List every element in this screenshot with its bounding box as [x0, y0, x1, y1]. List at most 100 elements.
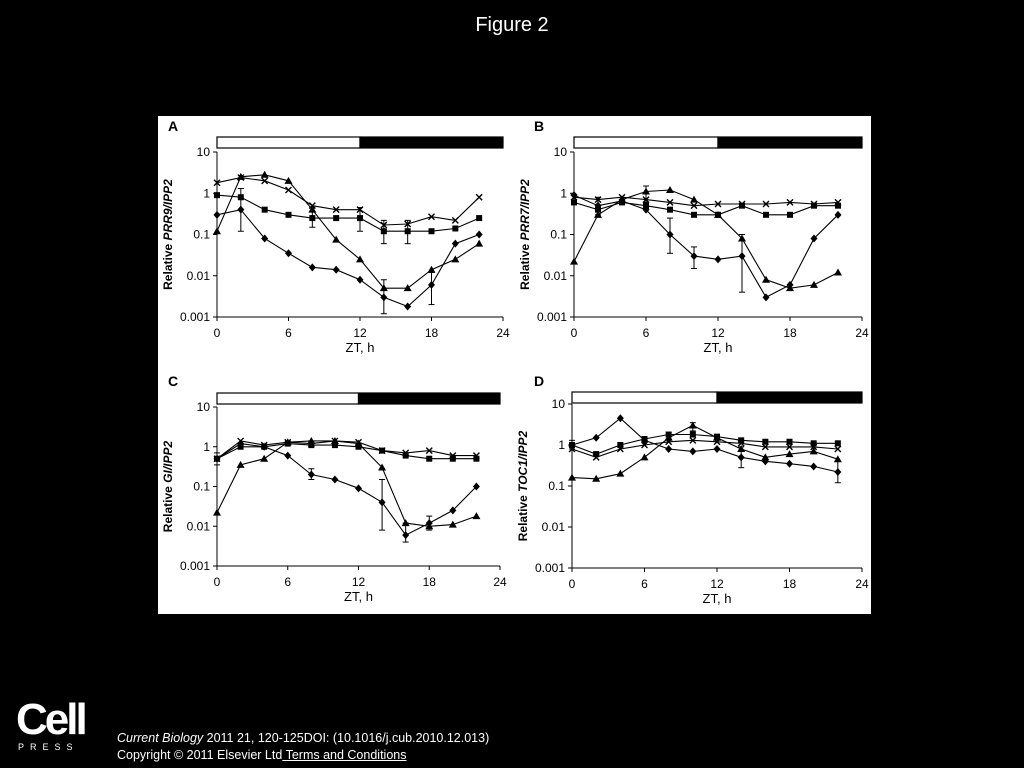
x-tick-label: 12 — [353, 326, 367, 340]
x-tick-label: 24 — [493, 575, 507, 589]
data-point-triangle — [425, 522, 434, 530]
data-point-diamond — [714, 255, 722, 264]
data-point-triangle — [356, 255, 364, 263]
data-point-square — [402, 452, 409, 459]
data-point-triangle — [786, 284, 794, 292]
data-point-cross — [714, 200, 722, 208]
data-point-triangle — [332, 235, 341, 243]
x-tick-label: 0 — [214, 326, 221, 340]
y-label-gene: PRR9 — [161, 208, 175, 240]
x-axis-label: ZT, h — [346, 340, 375, 355]
x-tick-label: 18 — [783, 577, 797, 591]
y-tick-label: 1 — [203, 186, 210, 200]
data-point-triangle — [640, 453, 649, 461]
data-point-diamond — [378, 498, 386, 507]
data-point-square — [308, 442, 315, 449]
data-point-cross — [810, 443, 818, 451]
data-point-triangle — [568, 473, 576, 481]
data-point-diamond — [261, 234, 269, 243]
cell-press-logo: Cell PRESS — [16, 698, 88, 753]
data-point-triangle — [833, 455, 842, 463]
data-point-diamond — [713, 444, 721, 453]
y-label-gene: GI — [161, 470, 175, 483]
data-point-diamond — [762, 293, 770, 302]
data-point-square — [449, 455, 456, 462]
data-point-square — [569, 442, 575, 448]
data-point-diamond — [786, 459, 793, 468]
y-tick-label: 0.1 — [193, 228, 210, 242]
data-point-cross — [378, 447, 386, 455]
y-label-prefix: Relative — [518, 241, 532, 290]
citation-line: Current Biology 2011 21, 120-125DOI: (10… — [117, 730, 489, 747]
data-point-square — [786, 438, 793, 445]
x-tick-label: 12 — [711, 326, 725, 340]
y-label-prefix: Relative — [161, 483, 175, 532]
terms-link[interactable]: Terms and Conditions — [282, 748, 407, 762]
data-point-triangle — [810, 280, 818, 288]
data-point-triangle — [213, 508, 221, 516]
data-point-square — [380, 228, 387, 235]
y-tick-label: 0.1 — [548, 479, 565, 493]
data-point-triangle — [616, 469, 625, 477]
data-point-square — [811, 202, 817, 209]
data-point-cross — [332, 206, 340, 214]
data-point-square — [835, 202, 841, 209]
figure-panel: A 10 1 0.1 0.01 0.001 0 6 12 18 24 ZT, h Relative PR… — [158, 116, 871, 614]
data-point-triangle — [594, 210, 602, 218]
data-point-triangle — [666, 185, 674, 193]
y-tick-label: 0.001 — [535, 561, 565, 575]
data-point-cross — [642, 196, 650, 204]
x-tick-label: 12 — [710, 577, 724, 591]
data-point-triangle — [592, 474, 601, 482]
citation-block: Current Biology 2011 21, 120-125DOI: (10… — [117, 730, 489, 764]
y-tick-label: 10 — [554, 145, 568, 159]
data-point-square — [261, 443, 268, 450]
data-point-square — [214, 192, 220, 199]
data-point-square — [738, 437, 745, 444]
data-point-diamond — [380, 293, 388, 302]
data-point-triangle — [472, 512, 481, 520]
data-point-square — [331, 442, 338, 449]
data-point-diamond — [665, 444, 673, 453]
x-axis-label: ZT, h — [703, 591, 732, 606]
series-line-triangle — [216, 440, 477, 527]
series-line-square — [216, 443, 477, 460]
data-point-square — [643, 202, 649, 209]
series-line-square — [573, 201, 838, 216]
y-label-suffix: /IPP2 — [516, 430, 530, 461]
data-point-cross — [616, 445, 624, 453]
x-axis-label: ZT, h — [344, 589, 373, 604]
data-point-diamond — [810, 234, 818, 243]
x-tick-label: 0 — [214, 575, 221, 589]
x-tick-label: 18 — [423, 575, 437, 589]
data-point-square — [428, 228, 435, 235]
y-label-prefix: Relative — [516, 492, 530, 541]
data-point-diamond — [356, 275, 364, 284]
data-point-triangle — [475, 239, 484, 247]
data-point-square — [237, 194, 244, 201]
data-point-triangle — [690, 195, 698, 203]
data-point-square — [689, 431, 696, 438]
series-line-square — [216, 194, 480, 232]
light-period-bar — [216, 136, 361, 149]
data-point-cross — [641, 441, 648, 449]
series-line-diamond — [573, 194, 839, 299]
data-point-cross — [762, 200, 770, 208]
data-point-cross — [331, 437, 339, 445]
data-point-diamond — [472, 482, 480, 491]
data-point-square — [309, 215, 316, 222]
light-period-bar — [571, 391, 718, 404]
logo-subtext: PRESS — [18, 742, 79, 752]
data-point-square — [476, 215, 483, 222]
data-point-triangle — [688, 421, 697, 429]
data-point-triangle — [761, 453, 770, 461]
data-point-diamond — [616, 414, 624, 423]
chart-panel-a: A 10 1 0.1 0.01 0.001 0 6 12 18 24 ZT, h Relative PR… — [161, 118, 510, 355]
y-axis-label: Relative PRR9/IPP2 — [161, 179, 175, 290]
data-point-cross — [260, 441, 268, 449]
y-tick-label: 1 — [560, 186, 567, 200]
y-axis-label: Relative GI/IPP2 — [161, 440, 175, 532]
data-point-diamond — [402, 531, 410, 540]
x-tick-label: 24 — [496, 326, 510, 340]
